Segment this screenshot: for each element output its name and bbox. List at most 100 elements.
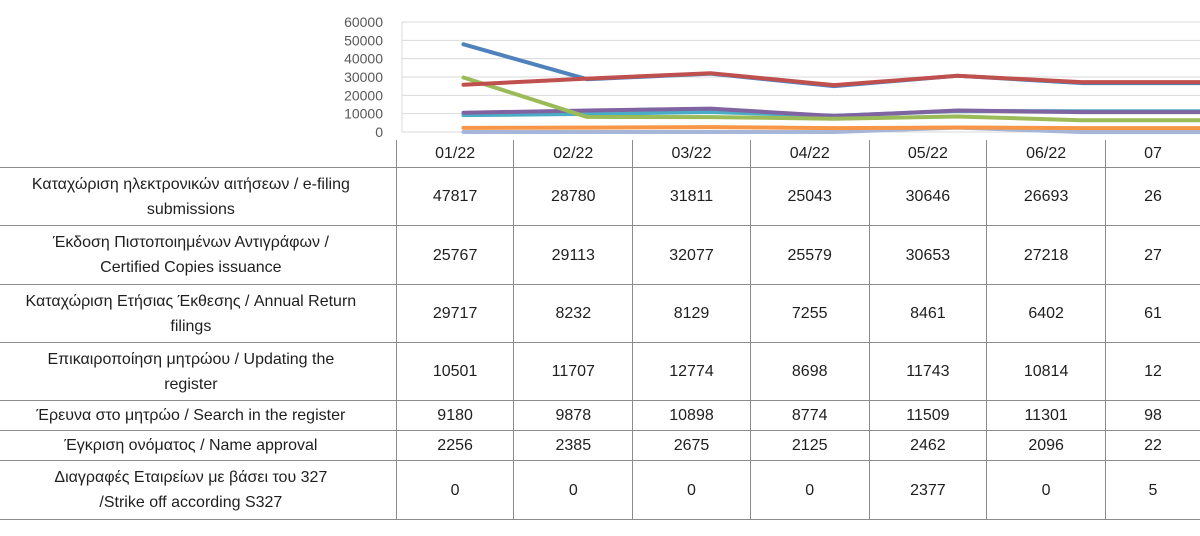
data-value-cell: 2462 [868, 430, 988, 461]
data-value-cell: 2125 [749, 430, 870, 461]
data-value-cell: 11509 [868, 400, 988, 431]
series-label-line: /Strike off according S327 [99, 494, 283, 511]
data-value-cell: 9878 [513, 400, 634, 431]
series-line-6 [461, 125, 1200, 131]
data-value-cell: 25043 [749, 167, 870, 226]
data-value-cell: 5 [1104, 460, 1200, 520]
data-value-cell: 29717 [395, 284, 515, 343]
data-value-cell: 22 [1104, 430, 1200, 461]
data-value-cell: 27 [1104, 225, 1200, 285]
header-corner-cell [0, 140, 397, 168]
data-value-cell: 7255 [749, 284, 870, 343]
y-tick-label: 60000 [344, 14, 383, 30]
y-tick-label: 40000 [344, 51, 383, 67]
series-label-line: Καταχώριση ηλεκτρονικών αιτήσεων / e-fil… [31, 175, 350, 193]
data-value-cell: 12 [1104, 342, 1200, 401]
data-value-cell: 6402 [986, 284, 1106, 343]
series-line-2 [461, 71, 1200, 88]
table-row: Καταχώριση ηλεκτρονικών αιτήσεων / e-fil… [0, 167, 1200, 226]
data-value-cell: 98 [1104, 400, 1200, 431]
data-value-cell: 10814 [986, 342, 1106, 401]
x-tick-label: 05/22 [868, 140, 988, 168]
data-value-cell: 47817 [395, 167, 515, 226]
data-value-cell: 0 [632, 460, 751, 520]
table-row: Έρευνα στο μητρώο / Search in the regist… [0, 400, 1200, 431]
data-value-cell: 26 [1104, 167, 1200, 226]
data-table: 01/22 02/22 03/22 04/22 05/22 06/22 07 Καταχώρι… [0, 140, 1200, 520]
series-label-line: Έκδοση Πιστοποιημένων Αντιγράφων / [52, 234, 329, 251]
series-label-line: Certified Copies issuance [100, 259, 282, 276]
y-axis-tick-labels: 60000 50000 40000 30000 20000 10000 0 [344, 14, 383, 140]
series-label-line: Έρευνα στο μητρώο / Search in the regist… [36, 407, 346, 424]
line-chart: 60000 50000 40000 30000 20000 10000 0 [344, 14, 1200, 140]
data-value-cell: 11743 [868, 342, 988, 401]
data-value-cell: 30646 [868, 167, 988, 226]
x-tick-label: 07 [1104, 140, 1200, 168]
data-value-cell: 10501 [395, 342, 515, 401]
data-value-cell: 8774 [749, 400, 870, 431]
data-value-cell: 8129 [632, 284, 751, 343]
table-row: Έγκριση ονόματος / Name approval 2256 2385… [0, 430, 1200, 461]
series-line-7 [461, 125, 1200, 134]
x-tick-label: 06/22 [986, 140, 1106, 168]
series-line-4 [461, 106, 1200, 119]
header-row: 01/22 02/22 03/22 04/22 05/22 06/22 07 [0, 140, 1200, 168]
data-value-cell: 2377 [868, 460, 988, 520]
data-value-cell: 2256 [395, 430, 515, 461]
series-label: Έγκριση ονόματος / Name approval [0, 430, 397, 461]
data-value-cell: 9180 [395, 400, 515, 431]
data-value-cell: 25579 [749, 225, 870, 285]
series-label: Επικαιροποίηση μητρώου / Updating the reg… [0, 342, 397, 401]
y-tick-label: 0 [375, 124, 383, 140]
series-label: Έρευνα στο μητρώο / Search in the regist… [0, 400, 397, 431]
series-label-line: Διαγραφές Εταιρείων με βάσει του 327 [54, 469, 328, 486]
series-label-line: filings [170, 317, 212, 335]
data-value-cell: 2385 [513, 430, 634, 461]
data-value-cell: 12774 [632, 342, 751, 401]
data-value-cell: 31811 [632, 167, 751, 226]
data-value-cell: 61 [1104, 284, 1200, 343]
data-value-cell: 0 [395, 460, 515, 520]
data-value-cell: 0 [986, 460, 1106, 520]
data-value-cell: 28780 [513, 167, 634, 226]
series-label-line: Έγκριση ονόματος / Name approval [64, 437, 318, 454]
data-value-cell: 8232 [513, 284, 634, 343]
series-label: Έκδοση Πιστοποιημένων Αντιγράφων / Certif… [0, 225, 397, 285]
data-value-cell: 30653 [868, 225, 988, 285]
series-label-line: register [164, 375, 218, 393]
x-tick-label: 04/22 [749, 140, 870, 168]
series-label: Διαγραφές Εταιρείων με βάσει του 327/Str… [0, 460, 397, 520]
x-tick-label: 02/22 [513, 140, 634, 168]
data-value-cell: 11301 [986, 400, 1106, 431]
data-value-cell: 11707 [513, 342, 634, 401]
y-tick-label: 30000 [344, 69, 383, 85]
series-label-line: Καταχώριση Ετήσιας Έκθεσης / Annual Retu… [25, 292, 357, 310]
series-line-3 [461, 75, 1200, 123]
data-value-cell: 29113 [513, 225, 634, 285]
data-value-cell: 8698 [749, 342, 870, 401]
table-row: Έκδοση Πιστοποιημένων Αντιγράφων / Certif… [0, 225, 1200, 285]
series-label-line: submissions [146, 200, 235, 218]
data-value-cell: 8461 [868, 284, 988, 343]
data-value-cell: 25767 [395, 225, 515, 285]
table-row: Διαγραφές Εταιρείων με βάσει του 327/Str… [0, 460, 1200, 520]
series-label-line: Επικαιροποίηση μητρώου / Updating the [47, 350, 335, 368]
series-label: Καταχώριση ηλεκτρονικών αιτήσεων / e-fil… [0, 167, 397, 226]
data-value-cell: 0 [749, 460, 870, 520]
data-value-cell: 26693 [986, 167, 1106, 226]
series-label: Καταχώριση Ετήσιας Έκθεσης / Annual Retu… [0, 284, 397, 343]
data-value-cell: 2096 [986, 430, 1106, 461]
table-row: Καταχώριση Ετήσιας Έκθεσης / Annual Retu… [0, 284, 1200, 343]
x-tick-label: 01/22 [395, 140, 515, 168]
y-tick-label: 10000 [344, 106, 383, 122]
x-tick-label: 03/22 [632, 140, 751, 168]
data-value-cell: 2675 [632, 430, 751, 461]
data-value-cell: 10898 [632, 400, 751, 431]
chart-series-lines [461, 42, 1200, 134]
y-tick-label: 20000 [344, 87, 383, 103]
y-tick-label: 50000 [344, 32, 383, 48]
data-value-cell: 32077 [632, 225, 751, 285]
table-row: Επικαιροποίηση μητρώου / Updating the reg… [0, 342, 1200, 401]
data-value-cell: 0 [513, 460, 634, 520]
data-value-cell: 27218 [986, 225, 1106, 285]
